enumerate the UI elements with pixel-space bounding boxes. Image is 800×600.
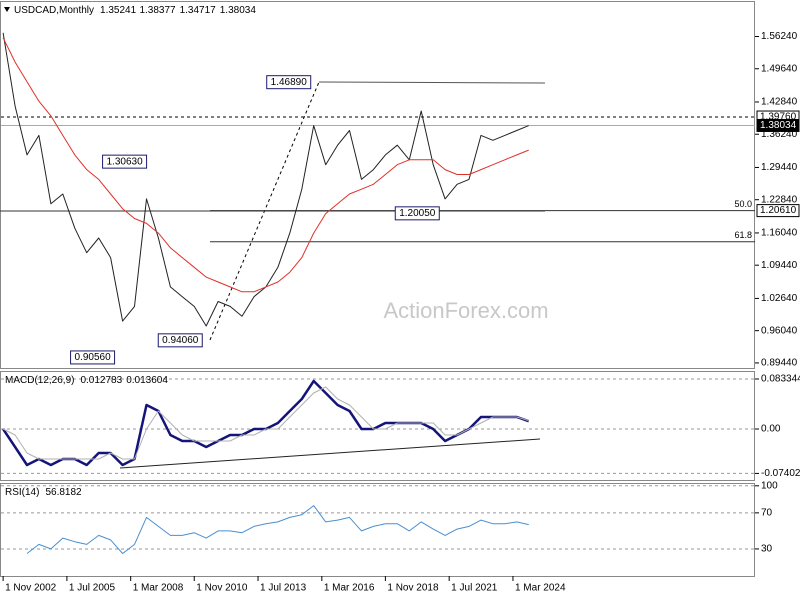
x-tick-label: 1 Nov 2002	[5, 583, 57, 594]
panel-title: USDCAD,Monthly 1.35241 1.38377 1.34717 1.380…	[14, 5, 256, 16]
y-tick-label: 1.02640	[761, 293, 798, 304]
annotation-label: 1.46890	[271, 77, 308, 88]
title: USDCAD,Monthly	[14, 5, 94, 16]
reading: 1.38034	[220, 5, 257, 16]
annotation-box	[394, 206, 440, 221]
x-tick-label: 1 Jul 2013	[260, 583, 307, 594]
annotation-box	[266, 75, 312, 90]
reading: 0.013604	[126, 375, 168, 386]
menu-arrow[interactable]	[4, 7, 10, 12]
level-label: 1.20610	[760, 205, 797, 216]
annotation-label: 0.94060	[162, 335, 199, 346]
level-label-box	[756, 118, 800, 132]
fib-label: 50.0	[734, 199, 752, 209]
annotation-box	[102, 154, 148, 169]
x-tick-label: 1 Nov 2018	[387, 583, 439, 594]
watermark: ActionForex.com	[383, 298, 548, 323]
y-tick-label: 1.22840	[761, 194, 798, 205]
y-tick-label: 0.00	[761, 424, 781, 435]
rsi-line	[26, 505, 529, 554]
y-tick-label: 1.56240	[761, 31, 798, 42]
macd-panel-frame	[0, 371, 755, 481]
level-label-box	[756, 204, 800, 218]
level-label: 1.38034	[760, 120, 797, 131]
y-tick-label: 70	[761, 508, 773, 519]
macd-line	[2, 386, 529, 460]
x-tick-label: 1 Mar 2016	[324, 583, 375, 594]
reading: 56.8182	[45, 487, 82, 498]
y-tick-label: 0.083344	[761, 374, 800, 385]
panel-title: RSI(14) 56.8182	[5, 487, 82, 498]
title: RSI(14)	[5, 487, 39, 498]
annotation-box	[70, 350, 116, 365]
x-tick-label: 1 Mar 2008	[133, 583, 184, 594]
macd-trend-line	[119, 438, 541, 469]
fib-label: 61.8	[734, 230, 752, 240]
y-tick-label: 1.49640	[761, 63, 798, 74]
reading: 1.38377	[139, 5, 176, 16]
y-tick-label: 1.16040	[761, 228, 798, 239]
y-tick-label: -0.074026	[761, 468, 800, 479]
rsi-panel-frame	[0, 483, 755, 577]
annotation-label: 0.90560	[74, 352, 111, 363]
x-tick-label: 1 Jul 2005	[69, 583, 116, 594]
y-tick-label: 30	[761, 544, 773, 555]
reading: 1.35241	[100, 5, 137, 16]
resistance-line	[318, 81, 546, 84]
y-tick-label: 0.96040	[761, 325, 798, 336]
y-tick-label: 1.29440	[761, 162, 798, 173]
panel-title: MACD(12,26,9) 0.012783 0.013604	[5, 375, 168, 386]
price-line	[2, 37, 529, 293]
annotation-label: 1.30630	[107, 156, 144, 167]
x-tick-label: 1 Mar 2024	[515, 583, 566, 594]
chart-layer: 1.56240 1.49640 1.42840 1.36240 1.29440 1.228…	[1, 5, 800, 594]
y-tick-label: 0.89440	[761, 358, 798, 369]
level-label: 1.39760	[760, 112, 797, 123]
reading: 0.012783	[80, 375, 122, 386]
annotation-label: 1.20050	[399, 208, 436, 219]
y-tick-label: 1.42840	[761, 97, 798, 108]
x-tick-label: 1 Nov 2010	[196, 583, 248, 594]
annotation-box	[157, 333, 203, 348]
price-panel-frame	[0, 1, 755, 369]
y-tick-label: 100	[761, 480, 778, 491]
x-tick-label: 1 Jul 2021	[451, 583, 498, 594]
y-tick-label: 1.09440	[761, 260, 798, 271]
reading: 1.34717	[180, 5, 217, 16]
y-tick-label: 1.36240	[761, 129, 798, 140]
title: MACD(12,26,9)	[5, 375, 74, 386]
